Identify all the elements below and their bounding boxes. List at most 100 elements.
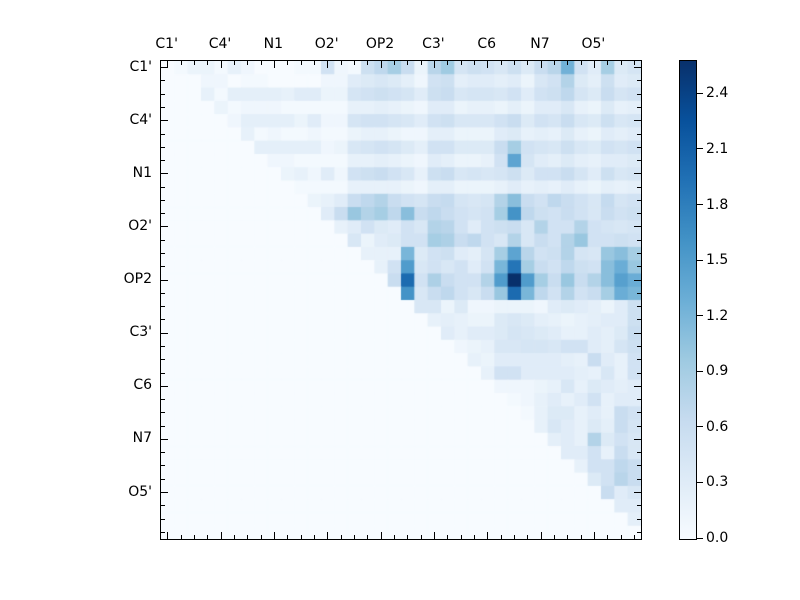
y-tick (161, 518, 165, 520)
y-tick (161, 146, 165, 148)
x-tick (300, 61, 302, 65)
y-tick (634, 385, 641, 387)
y-tick (637, 253, 641, 255)
y-tick (161, 438, 168, 440)
x-tick (380, 532, 382, 539)
y-tick (161, 399, 165, 401)
y-tick (161, 452, 165, 454)
colorbar-tick (697, 537, 703, 539)
x-tick (220, 61, 222, 68)
y-tick (637, 531, 641, 533)
x-tick (433, 61, 435, 68)
y-tick-label: N1 (132, 164, 152, 181)
x-tick (567, 61, 569, 65)
y-tick (634, 332, 641, 334)
x-tick (273, 61, 275, 68)
y-tick (161, 412, 165, 414)
y-tick (161, 226, 168, 228)
y-tick (637, 452, 641, 454)
y-tick (161, 133, 165, 135)
y-tick-label: N7 (132, 430, 152, 447)
y-tick (637, 465, 641, 467)
y-tick (637, 146, 641, 148)
x-tick (580, 61, 582, 65)
x-tick (593, 532, 595, 539)
x-tick (353, 61, 355, 65)
colorbar-tick-label: 2.4 (706, 85, 729, 102)
heatmap-axes (160, 60, 642, 540)
x-tick (220, 532, 222, 539)
colorbar (679, 60, 697, 540)
x-tick (540, 61, 542, 68)
x-tick (433, 532, 435, 539)
colorbar-tick-label: 2.1 (706, 140, 729, 157)
y-tick (161, 505, 165, 507)
x-tick (620, 61, 622, 65)
y-tick (161, 253, 165, 255)
colorbar-tick (697, 92, 703, 94)
x-tick (353, 535, 355, 539)
y-tick (161, 266, 165, 268)
x-tick (247, 535, 249, 539)
x-tick (300, 535, 302, 539)
y-tick-label: O2' (128, 217, 152, 234)
x-tick-label: O2' (314, 36, 339, 52)
y-tick (161, 531, 165, 533)
x-tick (340, 61, 342, 65)
y-tick (637, 319, 641, 321)
colorbar-tick (697, 370, 703, 372)
y-tick (637, 213, 641, 215)
y-tick-label: C3' (129, 324, 152, 341)
x-tick (553, 61, 555, 65)
x-tick (393, 61, 395, 65)
x-tick (473, 535, 475, 539)
y-tick (161, 199, 165, 201)
x-tick (527, 61, 529, 65)
x-tick (393, 535, 395, 539)
x-tick (553, 535, 555, 539)
x-tick (487, 532, 489, 539)
y-tick (161, 306, 165, 308)
y-tick (637, 306, 641, 308)
colorbar-tick-label: 1.8 (706, 196, 729, 213)
x-tick (180, 535, 182, 539)
y-tick (637, 266, 641, 268)
y-tick (634, 67, 641, 69)
y-tick (161, 106, 165, 108)
y-tick (637, 186, 641, 188)
x-tick (487, 61, 489, 68)
x-tick (193, 61, 195, 65)
y-tick (637, 133, 641, 135)
x-tick (540, 532, 542, 539)
colorbar-tick (697, 315, 703, 317)
x-tick (407, 535, 409, 539)
x-tick-label: C3' (422, 36, 445, 52)
x-tick (500, 535, 502, 539)
y-tick (637, 160, 641, 162)
x-tick (500, 61, 502, 65)
x-tick (513, 61, 515, 65)
x-tick (633, 61, 635, 65)
y-tick (161, 292, 165, 294)
y-tick (161, 345, 165, 347)
x-tick (260, 535, 262, 539)
colorbar-tick (697, 259, 703, 261)
x-tick (260, 61, 262, 65)
y-tick (161, 120, 168, 122)
x-tick (367, 61, 369, 65)
y-tick-label: O5' (128, 483, 152, 500)
colorbar-tick (697, 148, 703, 150)
y-tick (634, 226, 641, 228)
y-tick (637, 505, 641, 507)
x-tick (273, 532, 275, 539)
colorbar-tick-label: 0.6 (706, 418, 729, 435)
y-tick (161, 385, 168, 387)
x-tick-label: C6 (477, 36, 496, 52)
y-tick (161, 359, 165, 361)
y-tick (634, 492, 641, 494)
x-tick (287, 61, 289, 65)
y-tick (634, 438, 641, 440)
x-tick (167, 532, 169, 539)
x-tick (380, 61, 382, 68)
x-tick (193, 535, 195, 539)
